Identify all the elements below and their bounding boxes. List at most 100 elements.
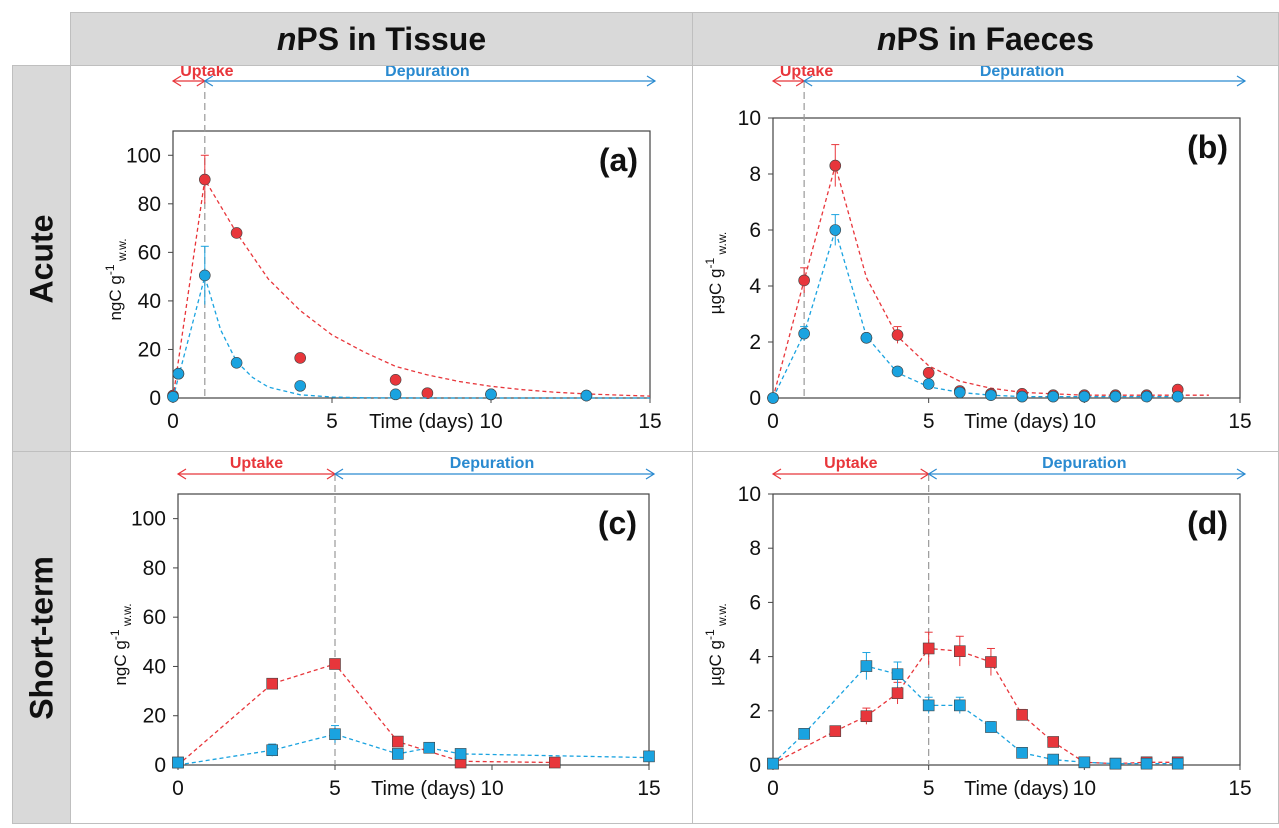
panel-b-y-tick-label: 2 [749, 331, 761, 354]
column-header-tissue-italic: n [276, 20, 297, 57]
panel-c-depuration-arrowhead-right [645, 468, 656, 480]
panel-a-x-tick-label: 5 [326, 410, 338, 433]
panel-a-depuration-label: Depuration [385, 66, 469, 80]
panel-c-y-tick-label: 80 [143, 557, 166, 580]
panel-d-y-axis-label-sup: -1 [703, 629, 717, 640]
panel-c-blue-point [172, 756, 184, 769]
panel-a-y-tick-label: 40 [138, 290, 161, 313]
panel-c-blue-point [454, 748, 467, 760]
panel-b-blue-point [891, 365, 904, 378]
panel-c-red-fit-line [177, 663, 555, 766]
panel-d-blue-point [1016, 747, 1028, 759]
panel-c-blue-fit-line [177, 733, 650, 766]
panel-d-blue-point [860, 660, 873, 672]
panel-d-red-point [891, 687, 904, 699]
panel-d-blue-point [767, 757, 779, 770]
panel-d-blue-point [891, 668, 904, 681]
panel-c-blue-point [643, 750, 655, 763]
panel-c-blue-point [391, 748, 404, 760]
panel-a-x-tick-label: 10 [479, 410, 502, 433]
panel-d-x-tick-label: 10 [1073, 777, 1096, 800]
panel-a-blue-point [580, 389, 593, 402]
panel-c-y-axis-label-sub: w.w. [120, 603, 134, 629]
panel-b-blue-point [860, 331, 873, 344]
panel-c-y-axis-label: ngC g-1 w.w. [108, 603, 134, 685]
panel-b-red-point [891, 329, 904, 341]
panel-a-x-tick-label: 15 [638, 410, 661, 433]
panel-a-red-point [230, 227, 243, 239]
panel-a-blue-point [199, 269, 211, 282]
panel-c-depuration-label: Depuration [450, 455, 534, 472]
column-header-faeces-italic: n [877, 20, 897, 57]
panel-d-y-tick-label: 0 [749, 754, 761, 777]
panel-d-y-axis-label-sub: w.w. [715, 603, 729, 629]
panel-b-cell: 0 5 10 15 0 2 4 6 8 10 Time (days) µgC g-1 w.w. (b) U… [692, 63, 1279, 452]
panel-b-blue-point [798, 327, 810, 340]
panel-b-red-point [922, 366, 935, 379]
panel-d-y-tick-label: 10 [738, 483, 761, 506]
panel-b-y-tick-label: 8 [749, 163, 761, 186]
panel-b-x-tick-label: 15 [1228, 410, 1251, 433]
panel-a-y-tick-label: 100 [126, 144, 161, 167]
panel-a-y-axis-label-sub: w.w. [115, 238, 129, 264]
panel-c-red-point [329, 658, 341, 670]
panel-c-y-axis-label-main: ngC g [111, 640, 130, 685]
panel-b-blue-point [953, 386, 966, 399]
panel-b-blue-point [1109, 390, 1122, 403]
panel-a-depuration-arrowhead-right [646, 75, 657, 87]
panel-b-depuration-label: Depuration [980, 66, 1064, 80]
panel-d-blue-fit-line [772, 665, 1178, 765]
panel-b-blue-point [1140, 390, 1153, 403]
panel-d-uptake-label: Uptake [824, 455, 877, 472]
panel-c-x-tick-label: 5 [329, 777, 341, 800]
panel-c-uptake-arrowhead-left [176, 468, 187, 480]
panel-b-blue-point [1171, 390, 1184, 403]
panel-c-x-tick-label: 10 [480, 777, 503, 800]
panel-c-red-point [548, 756, 561, 769]
panel-b-x-axis-label: Time (days) [964, 411, 1069, 433]
panel-d-letter: (d) [1187, 505, 1228, 541]
panel-b-y-axis-label: µgC g-1 w.w. [703, 232, 729, 314]
panel-b-x-tick-label: 10 [1073, 410, 1096, 433]
panel-c-blue-point [329, 728, 341, 741]
panel-a-blue-point [294, 380, 306, 392]
panel-b-red-point [829, 159, 842, 172]
column-header-faeces-text: PS in Faeces [896, 20, 1094, 57]
row-header-acute: Acute [12, 65, 71, 452]
panel-d-y-axis-label-main: µgC g [706, 640, 725, 686]
panel-c-depuration-arrowhead-left [333, 468, 344, 480]
panel-b-red-point [798, 274, 810, 287]
panel-c-cell: 0 5 10 15 0 20 40 60 80 100 Time (days) ngC g-1 w.w… [70, 451, 693, 824]
row-header-short-term-label: Short-term [23, 555, 59, 720]
panel-a-y-tick-label: 80 [138, 193, 161, 216]
panel-b-y-tick-label: 6 [749, 219, 761, 242]
panel-b-blue-point [1078, 390, 1091, 403]
panel-b-depuration-arrowhead-left [803, 75, 813, 87]
panel-a-chart: 0 5 10 15 0 20 40 60 80 100 Time (days) ngC g-1 w.w… [103, 63, 662, 433]
panel-b-depuration-arrowhead-right [1236, 75, 1247, 87]
panel-a-uptake-arrowhead-left [171, 75, 182, 87]
panel-d-blue-point [1047, 753, 1060, 766]
panel-a-blue-point [389, 388, 402, 401]
panel-b-blue-point [922, 378, 935, 390]
panel-c-chart: 0 5 10 15 0 20 40 60 80 100 Time (days) ngC g-1 w.w… [108, 455, 661, 800]
panel-b-blue-point [767, 392, 779, 404]
panel-a-x-axis-label: Time (days) [369, 411, 474, 433]
panel-c-y-tick-label: 0 [154, 754, 166, 777]
panel-c-x-tick-label: 0 [172, 777, 184, 800]
panel-d-red-point [985, 656, 997, 668]
panel-a-uptake-label: Uptake [180, 66, 233, 80]
panel-d-blue-point [1109, 757, 1122, 770]
panel-d-blue-point [798, 728, 810, 740]
panel-d-red-point [829, 725, 842, 737]
panel-b-blue-point [1047, 390, 1060, 403]
panel-a-red-point [389, 373, 402, 386]
panel-a-x-tick-label: 0 [167, 410, 179, 433]
panel-a-letter: (a) [599, 142, 638, 178]
panel-a-depuration-arrowhead-left [203, 75, 214, 87]
panel-c-red-point [391, 735, 404, 748]
panel-b-uptake-arrowhead-left [771, 75, 782, 87]
panel-d-red-point [1016, 709, 1028, 721]
panel-d-y-axis-label: µgC g-1 w.w. [703, 603, 729, 685]
column-header-tissue: n PS in Tissue [70, 12, 693, 66]
